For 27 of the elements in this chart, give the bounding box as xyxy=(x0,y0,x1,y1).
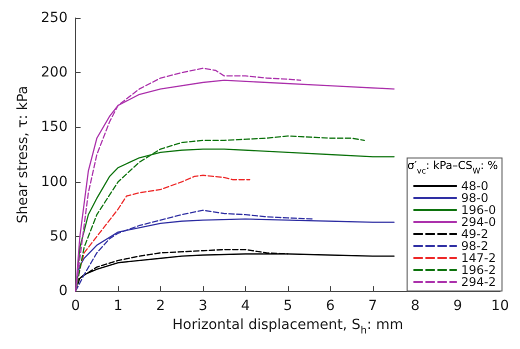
x-tick-label: 3 xyxy=(198,298,208,314)
x-tick-label: 5 xyxy=(283,298,292,314)
x-tick-label: 4 xyxy=(240,298,250,314)
x-tick-label: 9 xyxy=(453,298,462,314)
x-tick-label: 7 xyxy=(368,298,378,314)
y-tick-label: 50 xyxy=(50,228,68,244)
x-tick-label: 8 xyxy=(410,298,420,314)
legend-label: 294-0 xyxy=(461,215,496,229)
legend-label: 294-2 xyxy=(461,275,496,289)
y-tick-label: 0 xyxy=(58,283,68,300)
y-tick-label: 250 xyxy=(40,10,68,26)
legend-label: 147-2 xyxy=(461,251,496,265)
y-tick-label: 150 xyxy=(40,119,68,136)
legend-label: 196-2 xyxy=(461,263,496,277)
y-tick-label: 200 xyxy=(40,64,68,81)
x-tick-label: 6 xyxy=(326,298,335,314)
legend-label: 196-0 xyxy=(461,203,496,217)
legend-label: 98-0 xyxy=(461,191,488,205)
y-tick-label: 100 xyxy=(40,174,68,190)
x-tick-label: 1 xyxy=(114,298,123,314)
x-tick-label: 10 xyxy=(491,298,510,314)
legend-label: 98-2 xyxy=(461,239,488,253)
y-axis-title: Shear stress, τ: kPa xyxy=(15,86,31,224)
x-tick-label: 0 xyxy=(71,298,80,314)
x-tick-label: 2 xyxy=(156,298,165,314)
legend-label: 48-0 xyxy=(461,179,488,193)
legend-label: 49-2 xyxy=(461,227,488,241)
